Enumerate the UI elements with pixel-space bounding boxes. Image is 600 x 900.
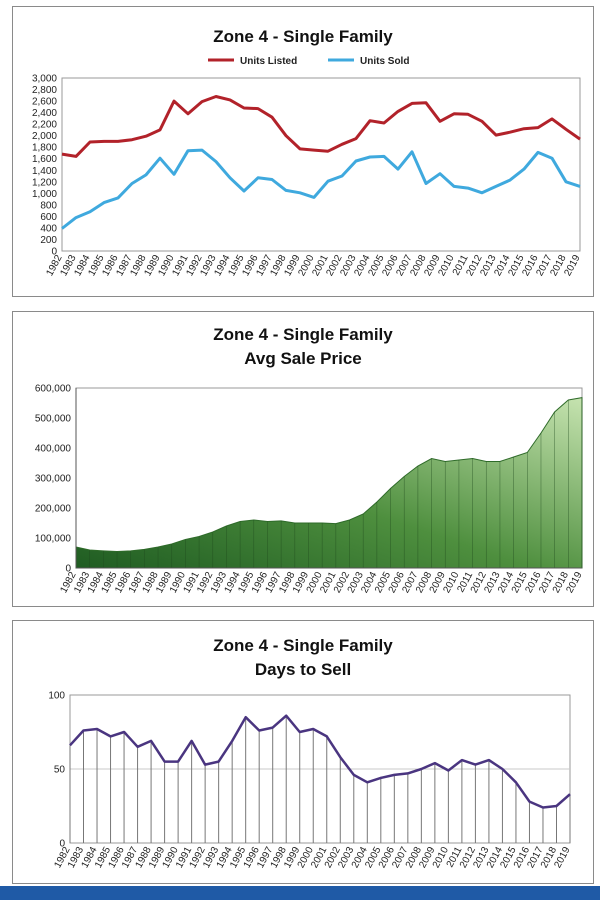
y-tick-label: 800 xyxy=(40,200,57,211)
units-chart-panel: Zone 4 - Single Family 0 200 400 600 800 1,000… xyxy=(12,6,594,297)
y-tick-label: 0 xyxy=(65,564,71,575)
y-tick-label: 200 xyxy=(40,235,57,246)
y-tick-label: 1,600 xyxy=(32,154,57,165)
chart-title: Zone 4 - Single Family xyxy=(213,636,393,655)
avg-price-chart: Zone 4 - Single Family Avg Sale Price 0 100… xyxy=(35,325,585,595)
y-tick-label: 3,000 xyxy=(32,74,57,85)
y-tick-label: 200,000 xyxy=(35,504,72,515)
chart-subtitle: Avg Sale Price xyxy=(244,349,362,368)
y-tick-label: 400,000 xyxy=(35,444,72,455)
series-line-units-listed xyxy=(61,95,581,158)
x-tick-label: 2019 xyxy=(562,253,582,278)
y-tick-label: 600 xyxy=(40,212,57,223)
y-tick-label: 2,400 xyxy=(32,108,57,119)
y-tick-label: 2,000 xyxy=(32,131,57,142)
y-tick-label: 500,000 xyxy=(35,414,72,425)
y-tick-label: 400 xyxy=(40,223,57,234)
days-to-sell-line xyxy=(69,714,571,809)
y-tick-label: 100 xyxy=(48,691,65,702)
y-tick-label: 2,800 xyxy=(32,85,57,96)
chart-subtitle: Days to Sell xyxy=(255,660,351,679)
days-to-sell-chart-panel: Zone 4 - Single Family Days to Sell 0 50 100… xyxy=(12,620,594,884)
y-tick-label: 50 xyxy=(54,765,66,776)
y-tick-label: 2,200 xyxy=(32,120,57,131)
chart-title: Zone 4 - Single Family xyxy=(213,325,393,344)
y-tick-label: 0 xyxy=(59,839,65,850)
legend-label: Units Listed xyxy=(240,56,297,67)
price-area xyxy=(75,397,583,569)
chart-title: Zone 4 - Single Family xyxy=(213,27,393,46)
days-to-sell-chart: Zone 4 - Single Family Days to Sell 0 50 100… xyxy=(48,636,573,870)
y-tick-label: 600,000 xyxy=(35,384,72,395)
y-tick-label: 1,200 xyxy=(32,177,57,188)
legend-label: Units Sold xyxy=(360,56,409,67)
y-tick-label: 1,800 xyxy=(32,143,57,154)
series-line-units-sold xyxy=(61,148,581,230)
plot-area xyxy=(61,77,581,252)
y-tick-label: 100,000 xyxy=(35,534,72,545)
units-chart: Zone 4 - Single Family 02004006008001,000… xyxy=(32,27,583,278)
avg-price-chart-panel: Zone 4 - Single Family Avg Sale Price 0 100… xyxy=(12,311,594,607)
y-tick-label: 2,600 xyxy=(32,97,57,108)
y-tick-label: 1,400 xyxy=(32,166,57,177)
footer-bar xyxy=(0,886,600,900)
y-tick-label: 1,000 xyxy=(32,189,57,200)
y-tick-label: 300,000 xyxy=(35,474,72,485)
y-tick-label: 0 xyxy=(51,247,57,258)
